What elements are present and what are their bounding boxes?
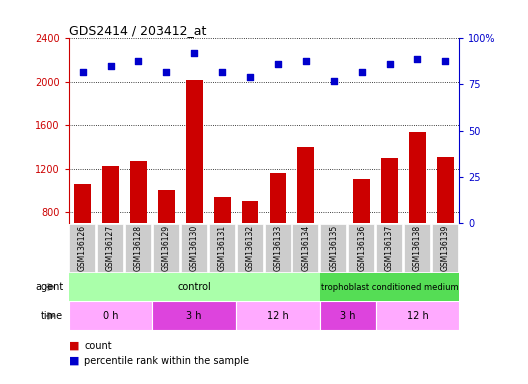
Point [385,61,394,67]
Point [413,56,422,62]
Text: 0 h: 0 h [103,311,118,321]
Point [274,61,282,67]
Bar [242,201,258,299]
Text: ■: ■ [69,341,79,351]
Point [134,58,143,64]
Text: GSM136136: GSM136136 [357,225,366,271]
FancyBboxPatch shape [320,273,459,301]
Bar [353,179,370,299]
Bar [214,197,231,299]
FancyBboxPatch shape [125,224,151,271]
Bar [158,190,175,299]
FancyBboxPatch shape [236,301,320,330]
Bar [102,166,119,299]
Bar [437,157,454,299]
FancyBboxPatch shape [209,224,234,271]
Point [218,68,227,74]
Text: GSM136129: GSM136129 [162,225,171,271]
Text: count: count [84,341,112,351]
FancyBboxPatch shape [320,224,346,271]
Text: GSM136139: GSM136139 [441,225,450,271]
Point [246,74,254,80]
FancyBboxPatch shape [265,224,290,271]
FancyBboxPatch shape [293,224,318,271]
FancyBboxPatch shape [432,224,458,271]
Text: GSM136126: GSM136126 [78,225,87,271]
Text: percentile rank within the sample: percentile rank within the sample [84,356,250,366]
Bar [186,79,203,299]
Text: GSM136127: GSM136127 [106,225,115,271]
Point [78,68,87,74]
Text: control: control [177,282,211,292]
Bar [130,161,147,299]
Text: GSM136131: GSM136131 [218,225,227,271]
Text: 12 h: 12 h [267,311,289,321]
FancyBboxPatch shape [376,224,402,271]
Text: ■: ■ [69,356,79,366]
Text: time: time [41,311,63,321]
Text: GSM136128: GSM136128 [134,225,143,271]
Point [441,58,450,64]
Text: GSM136134: GSM136134 [301,225,310,271]
FancyBboxPatch shape [69,301,153,330]
Point [301,58,310,64]
Text: 3 h: 3 h [340,311,355,321]
Point [190,50,199,56]
Text: GSM136133: GSM136133 [274,225,282,271]
Point [329,78,338,84]
FancyBboxPatch shape [153,224,179,271]
FancyBboxPatch shape [69,273,320,301]
FancyBboxPatch shape [153,301,236,330]
Text: 12 h: 12 h [407,311,428,321]
Bar [270,173,286,299]
Bar [325,295,342,299]
FancyBboxPatch shape [181,224,207,271]
FancyBboxPatch shape [348,224,374,271]
FancyBboxPatch shape [404,224,430,271]
FancyBboxPatch shape [375,301,459,330]
FancyBboxPatch shape [237,224,262,271]
Text: GSM136137: GSM136137 [385,225,394,271]
Text: GSM136138: GSM136138 [413,225,422,271]
Bar [297,147,314,299]
Text: trophoblast conditioned medium: trophoblast conditioned medium [321,283,458,291]
Text: GSM136130: GSM136130 [190,225,199,271]
Bar [74,184,91,299]
Text: GSM136132: GSM136132 [246,225,254,271]
FancyBboxPatch shape [97,224,123,271]
FancyBboxPatch shape [320,301,375,330]
Text: GSM136135: GSM136135 [329,225,338,271]
Text: GDS2414 / 203412_at: GDS2414 / 203412_at [69,24,206,37]
Bar [381,158,398,299]
Point [106,63,115,69]
Point [357,68,366,74]
Text: 3 h: 3 h [186,311,202,321]
Point [162,68,171,74]
Text: agent: agent [35,282,63,292]
Bar [409,132,426,299]
FancyBboxPatch shape [69,224,95,271]
